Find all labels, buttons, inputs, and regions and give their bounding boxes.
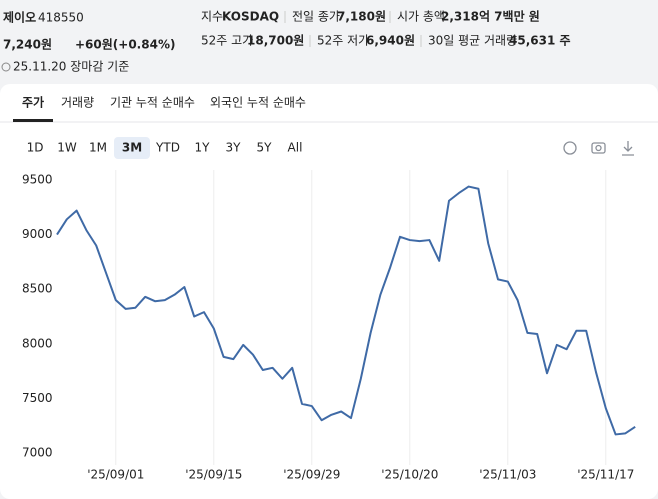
y-tick-label: 7500 <box>22 391 53 405</box>
x-tick-label: '25/11/03 <box>479 468 536 482</box>
price-line <box>56 185 636 436</box>
range-button[interactable]: 1D <box>27 141 44 155</box>
tab[interactable]: 주가 <box>22 95 44 110</box>
price-change: +60원(+0.84%) <box>75 38 175 52</box>
range-button[interactable]: 1M <box>89 141 107 155</box>
stat-label: 지수 <box>201 10 223 24</box>
stat-label: 52주 고가 <box>201 34 253 48</box>
y-tick-label: 9000 <box>22 227 53 241</box>
tab[interactable]: 거래량 <box>61 96 94 110</box>
stat-value: 2,318억 7백만 원 <box>441 9 540 24</box>
tab[interactable]: 기관 누적 순매수 <box>110 96 195 110</box>
range-button: 5Y <box>257 141 273 155</box>
y-tick-label: 8500 <box>22 282 53 296</box>
panel <box>0 84 658 499</box>
x-tick-label: '25/10/20 <box>381 468 438 482</box>
range-active-bg <box>114 137 150 159</box>
range-button[interactable]: All <box>288 141 303 155</box>
range-button[interactable]: 1W <box>57 141 77 155</box>
tab[interactable]: 외국인 누적 순매수 <box>210 96 306 110</box>
x-tick-label: '25/11/17 <box>577 468 634 482</box>
info-icon[interactable] <box>563 141 577 155</box>
stat-label: 전일 종가 <box>292 10 340 24</box>
stat-label: 시가 총액 <box>397 10 445 24</box>
stat-label: 52주 저가 <box>317 34 369 48</box>
as-of: 25.11.20 장마감 기준 <box>13 60 129 74</box>
range-button[interactable]: YTD <box>155 141 180 155</box>
tool-icons <box>563 141 634 156</box>
price: 7,240원 <box>3 38 52 52</box>
x-tick-label: '25/09/29 <box>283 468 340 482</box>
clock-icon <box>1 62 11 72</box>
stat-value: KOSDAQ <box>222 10 279 24</box>
range-button[interactable]: 1Y <box>195 141 211 155</box>
tab-underline <box>13 119 53 122</box>
camera-icon[interactable] <box>591 142 606 154</box>
download-icon[interactable] <box>622 141 634 156</box>
stat-value: 18,700원 <box>247 34 304 48</box>
stock-name: 제이오 <box>3 10 36 25</box>
range-button[interactable]: 3M <box>122 141 142 155</box>
y-tick-label: 8000 <box>22 336 53 350</box>
stock-code: 418550 <box>38 11 84 25</box>
y-tick-label: 7000 <box>22 446 53 460</box>
stat-value: 6,940원 <box>366 34 415 48</box>
stat-value: 45,631 주 <box>509 34 571 48</box>
range-button: 3Y <box>226 141 242 155</box>
y-tick-label: 9500 <box>22 173 53 187</box>
stat-value: 7,180원 <box>337 10 386 24</box>
x-tick-label: '25/09/01 <box>87 468 144 482</box>
x-tick-label: '25/09/15 <box>185 468 242 482</box>
stat-label: 30일 평균 거래량 <box>428 34 517 48</box>
